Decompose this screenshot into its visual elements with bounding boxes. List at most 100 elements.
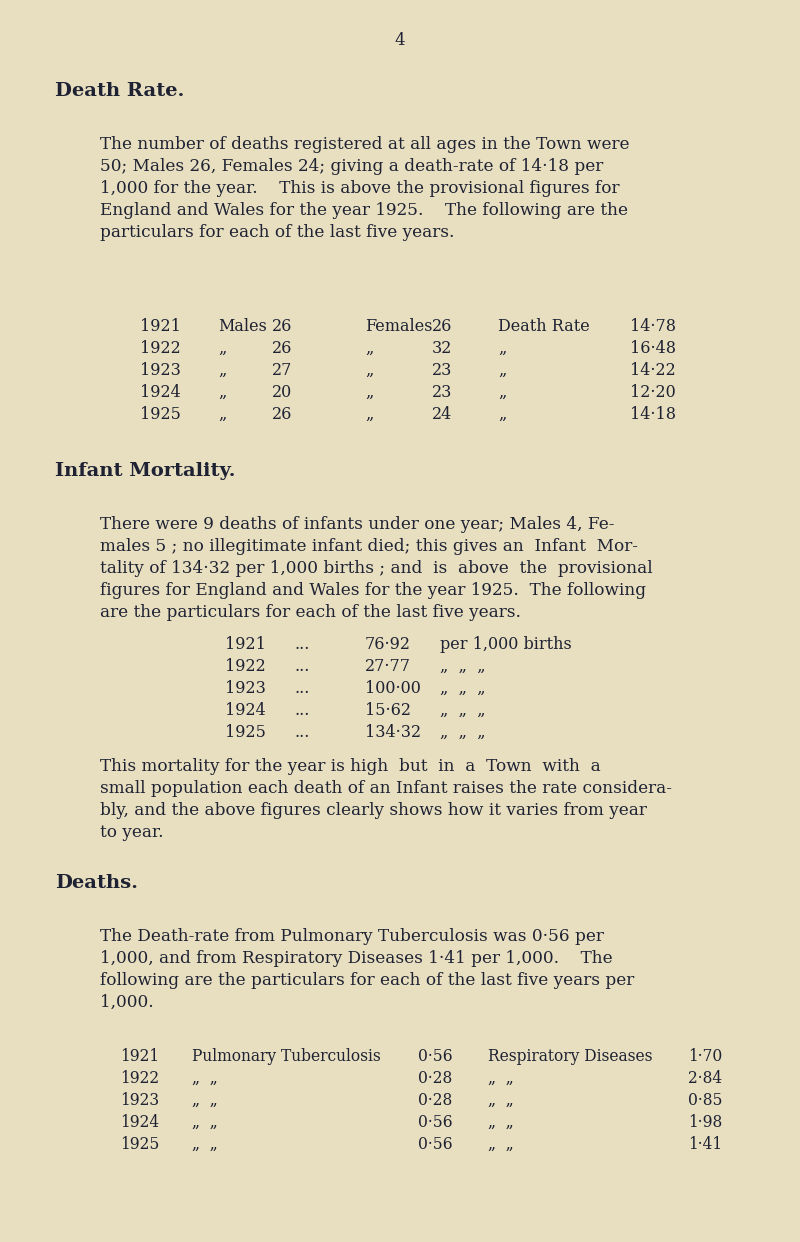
- Text: ...: ...: [295, 636, 310, 653]
- Text: 15·62: 15·62: [365, 702, 411, 719]
- Text: 26: 26: [272, 340, 292, 356]
- Text: „  „: „ „: [192, 1114, 218, 1131]
- Text: „: „: [218, 406, 226, 424]
- Text: ...: ...: [295, 724, 310, 741]
- Text: 16·48: 16·48: [630, 340, 676, 356]
- Text: 32: 32: [432, 340, 452, 356]
- Text: 1,000, and from Respiratory Diseases 1·41 per 1,000.    The: 1,000, and from Respiratory Diseases 1·4…: [100, 950, 613, 968]
- Text: per 1,000 births: per 1,000 births: [440, 636, 572, 653]
- Text: Males: Males: [218, 318, 267, 335]
- Text: „  „  „: „ „ „: [440, 658, 486, 674]
- Text: 50; Males 26, Females 24; giving a death-rate of 14·18 per: 50; Males 26, Females 24; giving a death…: [100, 158, 603, 175]
- Text: 1924: 1924: [120, 1114, 159, 1131]
- Text: 26: 26: [272, 318, 292, 335]
- Text: Infant Mortality.: Infant Mortality.: [55, 462, 235, 479]
- Text: 0·28: 0·28: [418, 1071, 452, 1087]
- Text: 0·56: 0·56: [418, 1136, 453, 1153]
- Text: Death Rate.: Death Rate.: [55, 82, 184, 101]
- Text: 27: 27: [272, 361, 292, 379]
- Text: 1·41: 1·41: [688, 1136, 722, 1153]
- Text: 23: 23: [432, 384, 452, 401]
- Text: „: „: [365, 384, 374, 401]
- Text: England and Wales for the year 1925.    The following are the: England and Wales for the year 1925. The…: [100, 202, 628, 219]
- Text: 27·77: 27·77: [365, 658, 411, 674]
- Text: 0·85: 0·85: [688, 1092, 722, 1109]
- Text: Females: Females: [365, 318, 433, 335]
- Text: „  „: „ „: [488, 1071, 514, 1087]
- Text: are the particulars for each of the last five years.: are the particulars for each of the last…: [100, 604, 521, 621]
- Text: „: „: [218, 384, 226, 401]
- Text: „  „  „: „ „ „: [440, 702, 486, 719]
- Text: „: „: [365, 340, 374, 356]
- Text: 1,000.: 1,000.: [100, 994, 154, 1011]
- Text: 1·70: 1·70: [688, 1048, 722, 1064]
- Text: small population each death of an Infant raises the rate considera-: small population each death of an Infant…: [100, 780, 672, 797]
- Text: 0·56: 0·56: [418, 1114, 453, 1131]
- Text: 100·00: 100·00: [365, 681, 421, 697]
- Text: „: „: [365, 361, 374, 379]
- Text: 1,000 for the year.    This is above the provisional figures for: 1,000 for the year. This is above the pr…: [100, 180, 619, 197]
- Text: 26: 26: [272, 406, 292, 424]
- Text: Deaths.: Deaths.: [55, 874, 138, 892]
- Text: „  „: „ „: [488, 1092, 514, 1109]
- Text: „  „: „ „: [488, 1114, 514, 1131]
- Text: „: „: [365, 406, 374, 424]
- Text: „: „: [498, 361, 506, 379]
- Text: 134·32: 134·32: [365, 724, 421, 741]
- Text: males 5 ; no illegitimate infant died; this gives an  Infant  Mor-: males 5 ; no illegitimate infant died; t…: [100, 538, 638, 555]
- Text: This mortality for the year is high  but  in  a  Town  with  a: This mortality for the year is high but …: [100, 758, 601, 775]
- Text: 1923: 1923: [225, 681, 266, 697]
- Text: 1·98: 1·98: [688, 1114, 722, 1131]
- Text: „: „: [218, 340, 226, 356]
- Text: 0·28: 0·28: [418, 1092, 452, 1109]
- Text: 1924: 1924: [140, 384, 181, 401]
- Text: 1924: 1924: [225, 702, 266, 719]
- Text: „  „: „ „: [192, 1071, 218, 1087]
- Text: „  „: „ „: [192, 1092, 218, 1109]
- Text: Respiratory Diseases: Respiratory Diseases: [488, 1048, 653, 1064]
- Text: 23: 23: [432, 361, 452, 379]
- Text: 26: 26: [432, 318, 452, 335]
- Text: Pulmonary Tuberculosis: Pulmonary Tuberculosis: [192, 1048, 381, 1064]
- Text: „  „: „ „: [488, 1136, 514, 1153]
- Text: 1921: 1921: [225, 636, 266, 653]
- Text: „  „: „ „: [192, 1136, 218, 1153]
- Text: 14·78: 14·78: [630, 318, 676, 335]
- Text: ...: ...: [295, 702, 310, 719]
- Text: The Death-rate from Pulmonary Tuberculosis was 0·56 per: The Death-rate from Pulmonary Tuberculos…: [100, 928, 604, 945]
- Text: 2·84: 2·84: [688, 1071, 722, 1087]
- Text: 1923: 1923: [140, 361, 181, 379]
- Text: 14·18: 14·18: [630, 406, 676, 424]
- Text: tality of 134·32 per 1,000 births ; and  is  above  the  provisional: tality of 134·32 per 1,000 births ; and …: [100, 560, 653, 578]
- Text: 1922: 1922: [225, 658, 266, 674]
- Text: figures for England and Wales for the year 1925.  The following: figures for England and Wales for the ye…: [100, 582, 646, 599]
- Text: 24: 24: [432, 406, 452, 424]
- Text: 1921: 1921: [140, 318, 181, 335]
- Text: „  „  „: „ „ „: [440, 681, 486, 697]
- Text: „: „: [218, 361, 226, 379]
- Text: 1921: 1921: [120, 1048, 159, 1064]
- Text: to year.: to year.: [100, 823, 164, 841]
- Text: 1925: 1925: [225, 724, 266, 741]
- Text: 1925: 1925: [120, 1136, 159, 1153]
- Text: particulars for each of the last five years.: particulars for each of the last five ye…: [100, 224, 454, 241]
- Text: 14·22: 14·22: [630, 361, 676, 379]
- Text: Death Rate: Death Rate: [498, 318, 590, 335]
- Text: 1923: 1923: [120, 1092, 159, 1109]
- Text: „: „: [498, 340, 506, 356]
- Text: 76·92: 76·92: [365, 636, 411, 653]
- Text: The number of deaths registered at all ages in the Town were: The number of deaths registered at all a…: [100, 137, 630, 153]
- Text: There were 9 deaths of infants under one year; Males 4, Fe-: There were 9 deaths of infants under one…: [100, 515, 614, 533]
- Text: ...: ...: [295, 681, 310, 697]
- Text: 1925: 1925: [140, 406, 181, 424]
- Text: 12·20: 12·20: [630, 384, 676, 401]
- Text: 0·56: 0·56: [418, 1048, 453, 1064]
- Text: „: „: [498, 406, 506, 424]
- Text: 1922: 1922: [140, 340, 181, 356]
- Text: 4: 4: [394, 32, 406, 48]
- Text: „: „: [498, 384, 506, 401]
- Text: following are the particulars for each of the last five years per: following are the particulars for each o…: [100, 972, 634, 989]
- Text: 20: 20: [272, 384, 292, 401]
- Text: ...: ...: [295, 658, 310, 674]
- Text: „  „  „: „ „ „: [440, 724, 486, 741]
